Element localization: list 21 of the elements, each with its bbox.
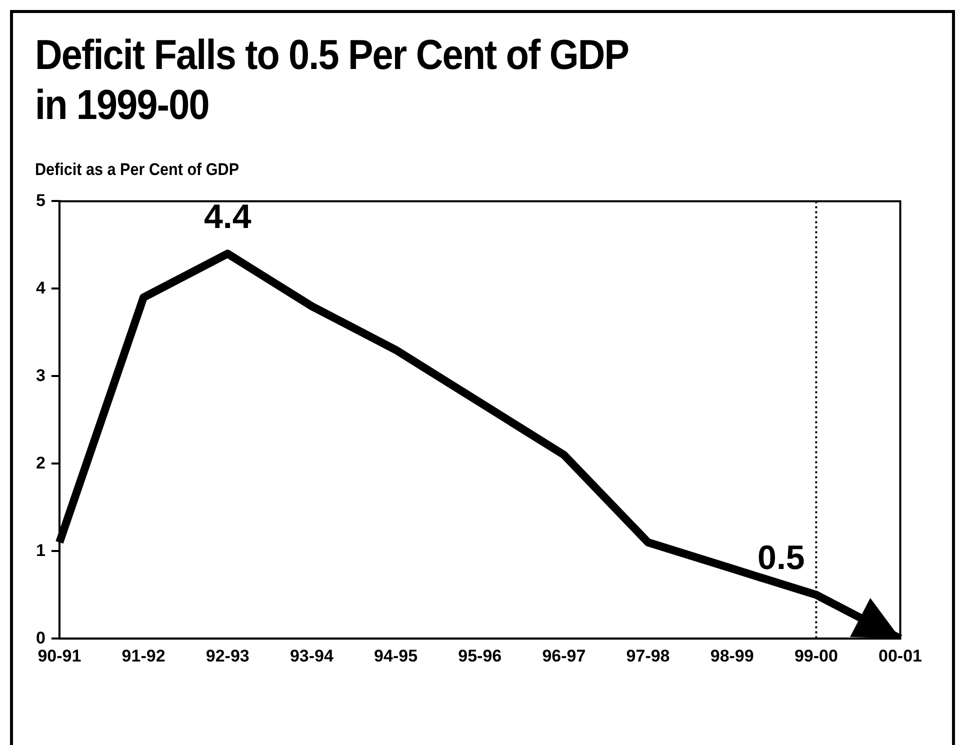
- x-tick-label: 90-91: [38, 646, 82, 666]
- y-tick-label: 3: [36, 366, 46, 385]
- x-tick-label: 95-96: [458, 646, 502, 666]
- y-tick-label: 5: [36, 190, 46, 210]
- y-tick-label: 4: [36, 278, 46, 298]
- x-tick-label: 98-99: [710, 646, 754, 666]
- data-label: 0.5: [758, 539, 805, 578]
- x-tick-label: 96-97: [542, 646, 586, 666]
- y-tick-label: 1: [36, 540, 46, 560]
- x-tick-label: 99-00: [794, 646, 838, 666]
- x-tick-label: 93-94: [290, 646, 334, 666]
- x-tick-label: 94-95: [374, 646, 418, 666]
- x-tick-label: 92-93: [206, 646, 250, 666]
- x-tick-label: 00-01: [878, 646, 922, 666]
- data-label: 4.4: [204, 198, 252, 236]
- y-axis-title: Deficit as a Per Cent of GDP: [35, 160, 240, 180]
- chart-title: Deficit Falls to 0.5 Per Cent of GDP in 1999-00: [35, 30, 629, 130]
- x-tick-label: 91-92: [122, 646, 166, 666]
- x-tick-label: 97-98: [626, 646, 670, 666]
- y-tick-label: 2: [36, 453, 46, 472]
- y-tick-label: 0: [36, 628, 46, 648]
